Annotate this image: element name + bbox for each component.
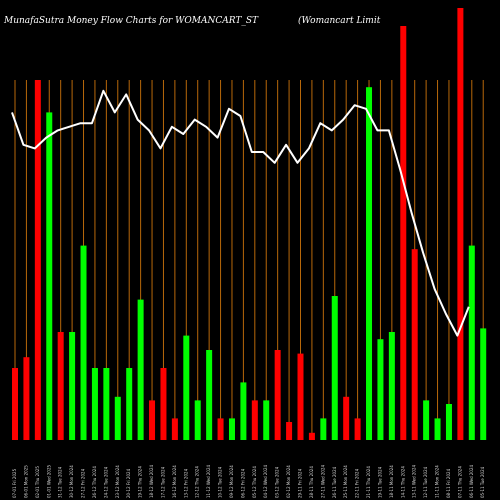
bar: [69, 332, 76, 440]
bar: [480, 328, 487, 440]
x-tick-label: 11-11 Mon 2024: [435, 465, 440, 498]
x-tick-label: 23-12 Mon 2024: [115, 465, 120, 498]
x-tick-label: 13-11 Wed 2024: [412, 464, 417, 498]
bar: [34, 80, 41, 440]
bar: [114, 396, 121, 440]
x-tick-label: 30-12 Mon 2024: [69, 465, 74, 498]
x-tick-label: 26-11 Tue 2024: [332, 466, 337, 498]
bar: [434, 418, 441, 440]
bar: [251, 400, 258, 440]
bar: [160, 368, 167, 440]
x-tick-label: 13-12 Fri 2024: [183, 468, 188, 498]
line-series: [11, 89, 470, 337]
bar: [457, 8, 464, 440]
bar: [228, 418, 235, 440]
bar: [468, 245, 475, 440]
bar: [400, 26, 407, 440]
x-tick-label: 22-11 Fri 2024: [355, 468, 360, 498]
x-tick-label: 01-01 Wed 2025: [46, 464, 51, 498]
x-tick-label: 27-11 Wed 2024: [320, 464, 325, 498]
bar: [263, 400, 270, 440]
chart-title: MunafaSutra Money Flow Charts for WOMANC…: [3, 16, 259, 26]
bar: [206, 350, 213, 440]
bar: [388, 332, 395, 440]
bar: [103, 368, 110, 440]
bar: [126, 368, 133, 440]
bar: [308, 432, 315, 440]
bar-series: [12, 8, 487, 441]
x-tick-label: 31-12 Tue 2024: [58, 466, 63, 498]
bar: [320, 418, 327, 440]
x-tick-label: 06-12 Fri 2024: [240, 468, 245, 498]
bar: [377, 339, 384, 440]
x-tick-label: 26-12 Thu 2024: [92, 466, 97, 498]
bar: [57, 332, 64, 440]
x-tick-label: 28-11 Thu 2024: [309, 466, 314, 498]
x-tick-labels: 07-01 Fri 2025 06-01 Mon 2025 02-01 Thu 20…: [12, 464, 485, 498]
bar: [423, 400, 430, 440]
bar: [366, 87, 373, 440]
x-tick-label: 06-01 Mon 2025: [23, 465, 28, 498]
x-tick-label: 09-12 Mon 2024: [229, 465, 234, 498]
bar: [12, 368, 18, 440]
bar: [194, 400, 201, 440]
x-tick-label: 20-12 Fri 2024: [126, 468, 131, 498]
x-tick-label: 21-11 Thu 2024: [366, 466, 371, 498]
x-tick-label: 03-12 Tue 2024: [275, 466, 280, 498]
bar: [240, 382, 247, 440]
bar: [80, 245, 87, 440]
x-tick-label: 04-12 Wed 2024: [263, 464, 268, 498]
money-flow-line: [11, 89, 470, 337]
bar: [445, 404, 452, 440]
bar: [411, 249, 418, 440]
x-tick-label: 12-11 Tue 2024: [423, 466, 428, 498]
x-tick-label: 07-11 Thu 2024: [457, 466, 462, 498]
bar: [286, 422, 293, 440]
x-tick-label: 24-12 Tue 2024: [103, 466, 108, 498]
x-tick-label: 16-12 Mon 2024: [172, 465, 177, 498]
x-tick-label: 14-11 Thu 2024: [400, 466, 405, 498]
x-tick-label: 19-12 Thu 2024: [138, 466, 143, 498]
bar: [183, 335, 190, 440]
x-tick-label: 17-12 Tue 2024: [160, 466, 165, 498]
bar: [171, 418, 178, 440]
bar: [137, 299, 144, 440]
x-tick-label: 19-11 Tue 2024: [377, 466, 382, 498]
bar: [91, 368, 98, 440]
bar: [274, 350, 281, 440]
x-tick-label: 05-11 Tue 2024: [480, 466, 485, 498]
x-tick-label: 29-11 Fri 2024: [298, 468, 303, 498]
bar: [23, 357, 30, 440]
chart-title-company: (Womancart Limit: [298, 15, 381, 26]
x-tick-label: 05-12 Thu 2024: [252, 466, 257, 498]
bar: [217, 418, 224, 440]
x-tick-label: 12-12 Thu 2024: [195, 466, 200, 498]
x-tick-label: 02-01 Thu 2025: [35, 466, 40, 498]
bar: [149, 400, 156, 440]
x-tick-label: 25-11 Mon 2024: [343, 465, 348, 498]
x-tick-label: 10-12 Tue 2024: [218, 466, 223, 498]
x-tick-label: 18-12 Wed 2024: [149, 464, 154, 498]
bar: [297, 353, 304, 440]
x-tick-label: 11-12 Wed 2024: [206, 464, 211, 498]
x-tick-label: 27-12 Fri 2024: [81, 468, 86, 498]
bar: [343, 396, 350, 440]
bar: [46, 112, 53, 441]
x-tick-label: 02-12 Mon 2024: [286, 465, 291, 498]
x-tick-label: 06-11 Wed 2024: [469, 464, 474, 498]
x-tick-label: 18-11 Mon 2024: [389, 465, 394, 498]
x-tick-label: 07-01 Fri 2025: [12, 468, 17, 498]
x-tick-label: 08-11 Fri 2024: [446, 468, 451, 498]
bar: [354, 418, 361, 440]
bar: [331, 296, 338, 440]
